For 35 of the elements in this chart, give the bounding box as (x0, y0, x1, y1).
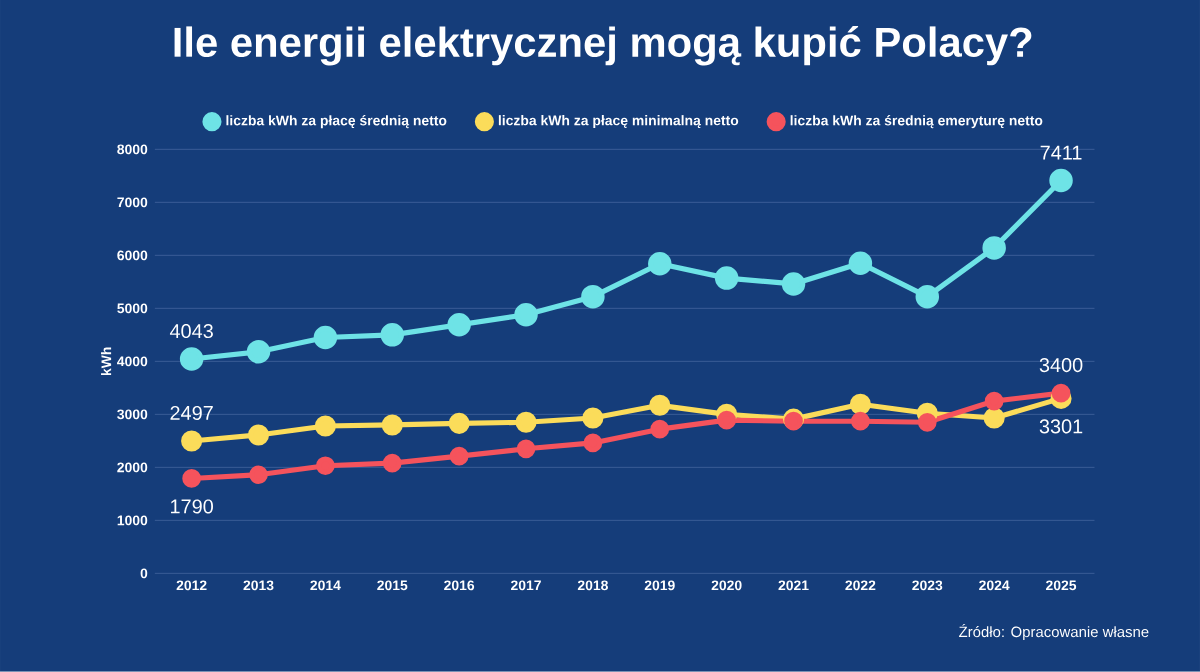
x-tick-label: 2018 (577, 580, 608, 591)
x-tick-label: 2022 (845, 580, 876, 591)
data-label: 7411 (1040, 145, 1082, 160)
x-tick-label: 2016 (444, 580, 475, 591)
y-tick-label: 3000 (117, 409, 148, 420)
y-tick-label: 1000 (117, 515, 148, 526)
data-label: 2497 (170, 405, 213, 421)
x-tick-label: 2015 (377, 580, 408, 591)
y-tick-label: 6000 (117, 250, 148, 261)
y-tick-label: 7000 (117, 197, 148, 208)
data-label: 1790 (171, 499, 213, 514)
legend-label: liczba kWh za średnią emeryturę netto (790, 115, 1043, 129)
x-tick-label: 2017 (510, 580, 541, 591)
x-tick-label: 2014 (310, 580, 341, 591)
x-tick-label: 2025 (1046, 580, 1077, 591)
chart-title: Ile energii elektrycznej mogą kupić Polacy? (174, 26, 1032, 66)
y-tick-label: 5000 (117, 303, 148, 314)
x-tick-label: 2023 (912, 580, 943, 591)
x-tick-label: 2013 (243, 580, 274, 591)
x-tick-label: 2020 (711, 580, 742, 591)
y-tick-label: 2000 (117, 462, 148, 473)
x-tick-label: 2021 (778, 580, 809, 591)
data-label: 4043 (169, 324, 213, 339)
legend-label: liczba kWh za płacę minimalną netto (498, 115, 739, 129)
data-label: 3301 (1039, 419, 1083, 434)
x-tick-label: 2024 (979, 580, 1010, 591)
y-tick-label: 8000 (117, 144, 148, 155)
text: Źródło: Opracowanie własne (959, 624, 1149, 641)
x-tick-label: 2012 (176, 580, 207, 591)
x-tick-label: 2019 (644, 580, 675, 591)
y-tick-label: 4000 (117, 356, 148, 367)
legend-label: liczba kWh za płacę średnią netto (226, 115, 447, 129)
y-tick-label: 0 (140, 568, 148, 579)
y-axis-title: kWh (101, 347, 112, 376)
data-label: 3400 (1039, 358, 1083, 373)
